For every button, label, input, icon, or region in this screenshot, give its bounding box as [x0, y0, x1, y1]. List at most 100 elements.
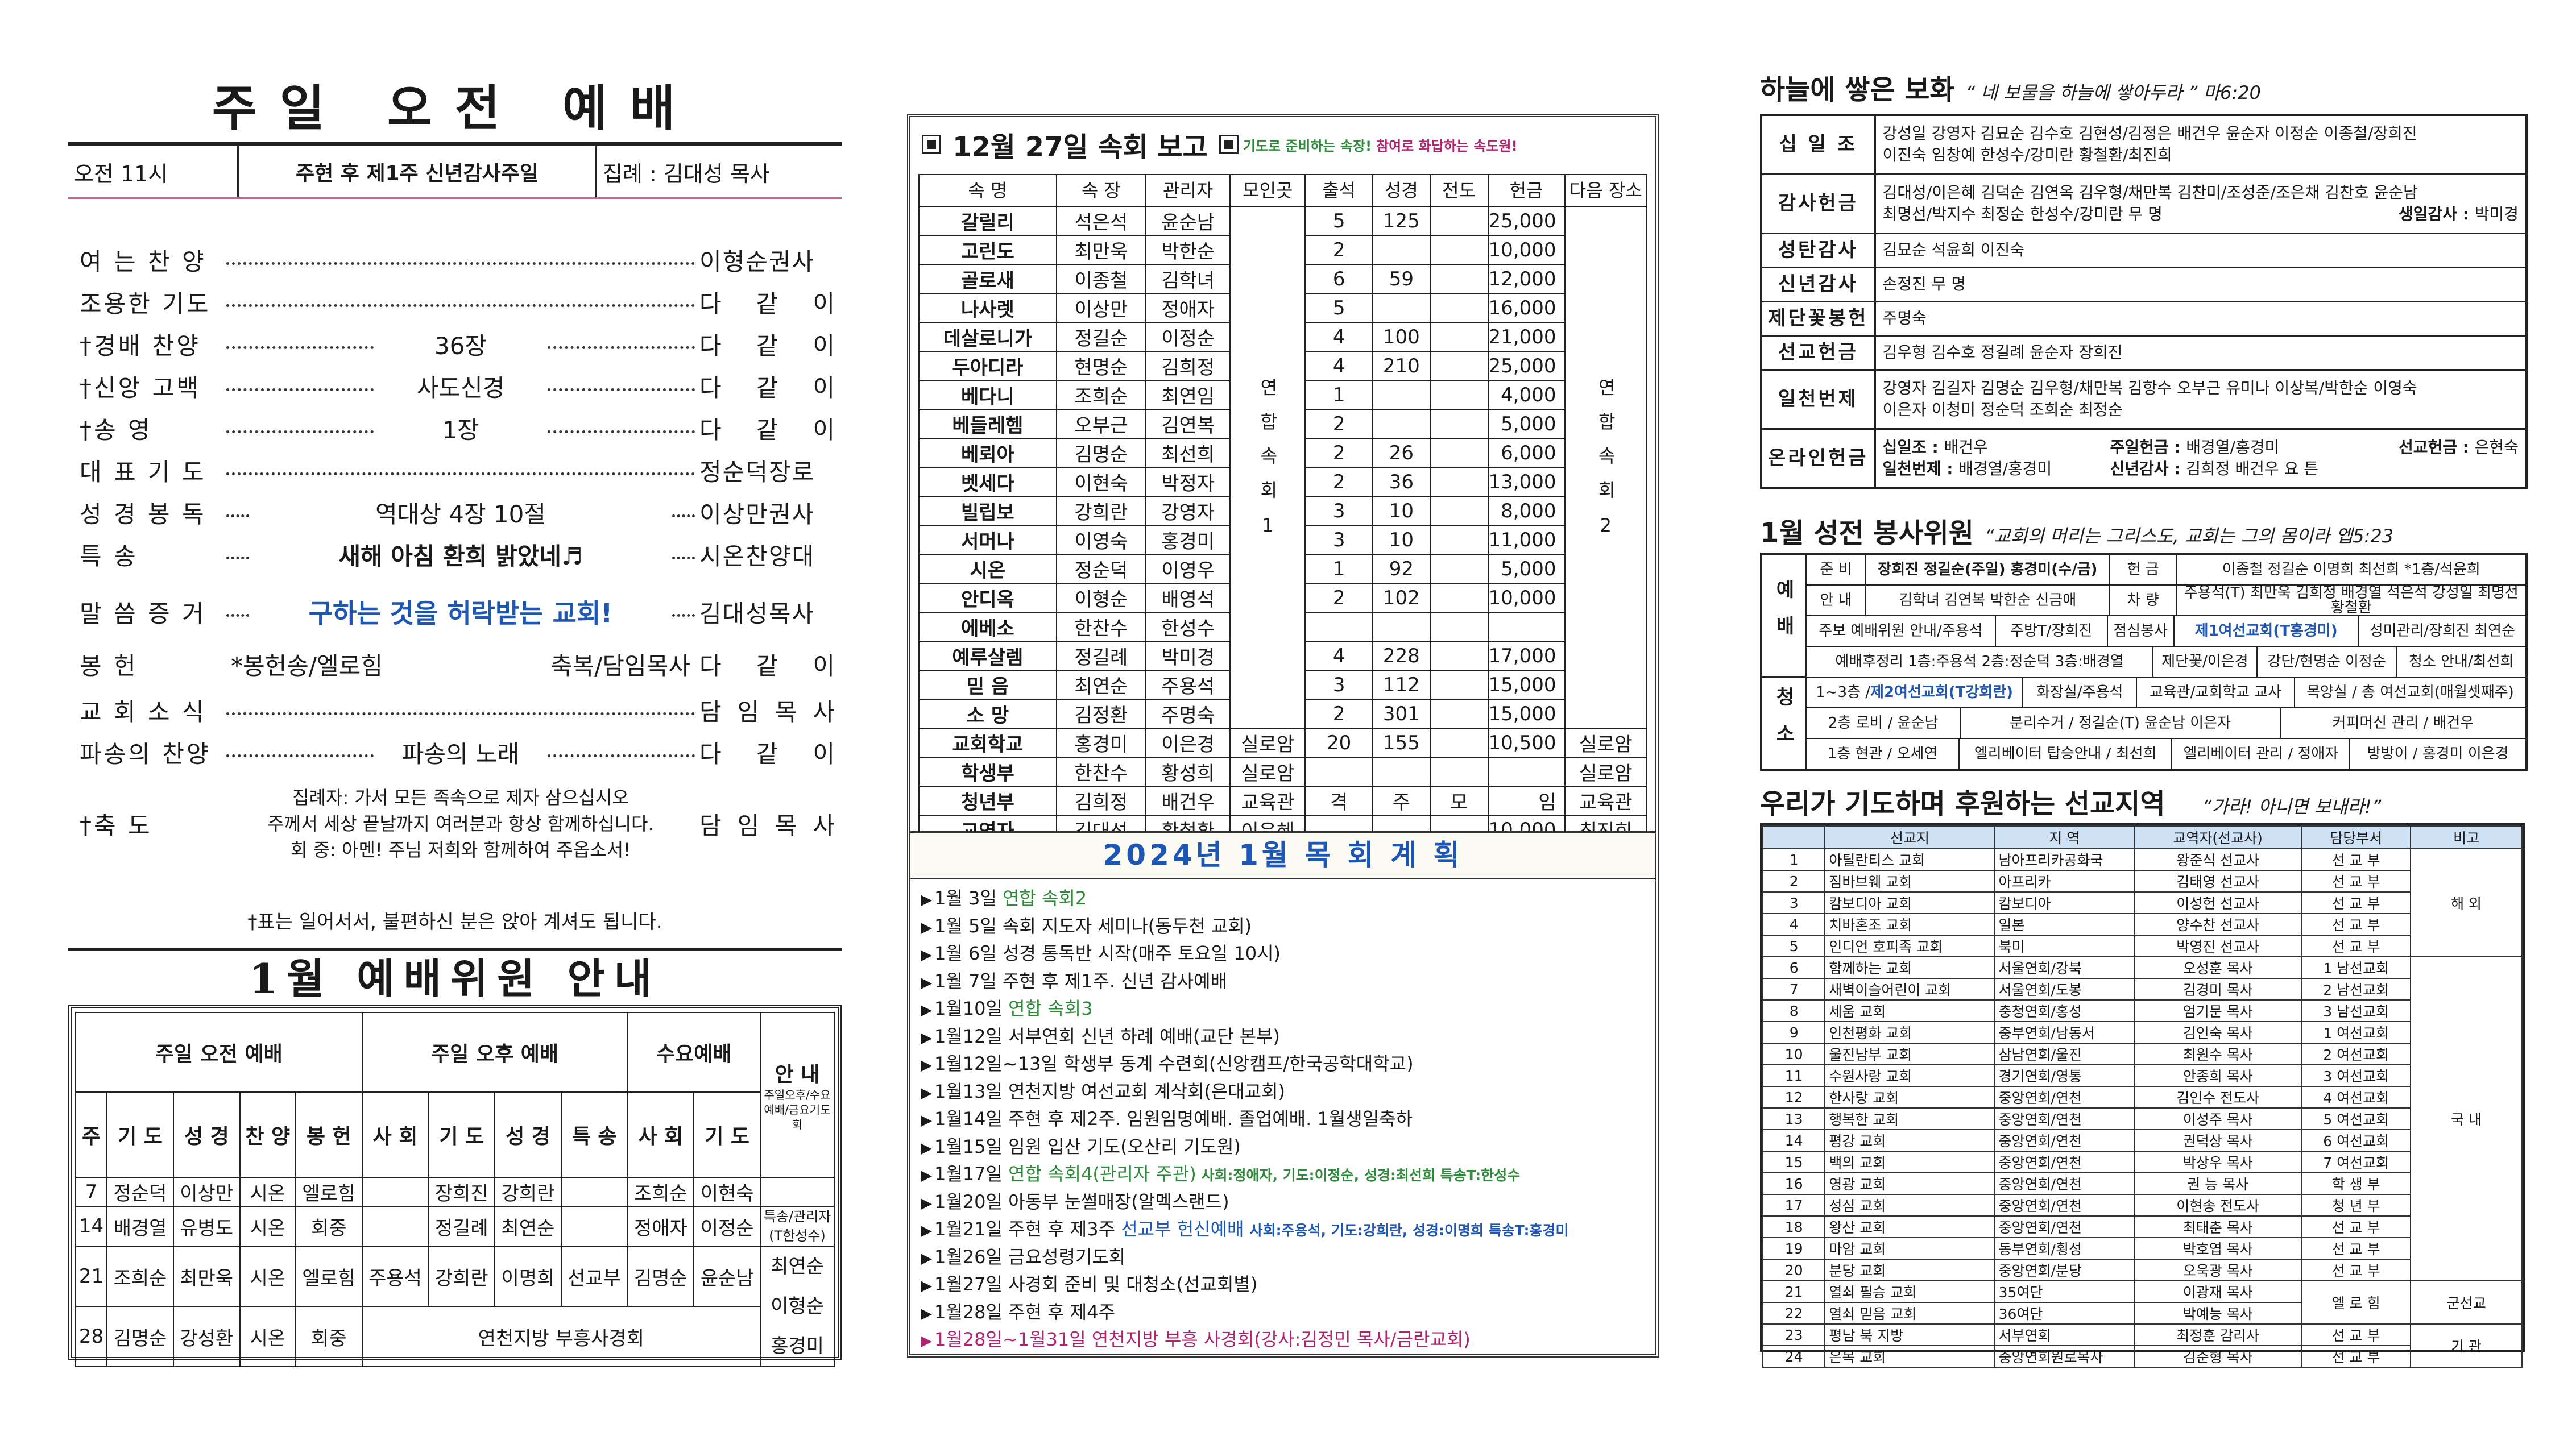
- mission-cell: 18: [1762, 1215, 1826, 1238]
- mission-cell: 2: [1762, 870, 1826, 893]
- mission-column-header: 비고: [2410, 825, 2523, 849]
- report-cell: 벳세다: [918, 467, 1057, 497]
- schedule-item: ▶ 1월27일 사경회 준비 및 대청소(선교회별): [921, 1271, 1649, 1298]
- dot-leader: [548, 754, 695, 757]
- report-cell: 정순덕: [1055, 554, 1146, 584]
- triangle-bullet-icon: ▶: [921, 891, 932, 908]
- report-cell: 임: [1487, 786, 1566, 816]
- schedule-text: 1월20일 아동부 눈썰매장(알멕스랜드): [934, 1190, 1229, 1213]
- offering-row: 신년감사 손정진 무 명: [1760, 266, 2528, 302]
- report-cell: 이영숙: [1055, 525, 1146, 555]
- triangle-bullet-icon: ▶: [921, 1250, 932, 1267]
- mission-cell: 한사랑 교회: [1824, 1086, 1995, 1109]
- report-cell: [1429, 699, 1489, 729]
- report-cell: 나사렛: [918, 293, 1057, 323]
- order-of-worship: 여 는 찬 양 이형순권사 조용한 기도 다 같 이 †경배 찬양 36장 다 같 이 †신앙…: [80, 239, 836, 866]
- mission-cell: 36여단: [1994, 1302, 2135, 1325]
- service-cell: 1층 현관 / 오세연: [1807, 739, 1960, 769]
- report-cell: 박미경: [1145, 641, 1231, 671]
- guide-cell: [760, 1177, 835, 1207]
- committee-cell: 조희순: [627, 1177, 695, 1207]
- offering-names: 손정진 무 명: [1874, 266, 2528, 302]
- offering-line: 이은자 이청미 정순덕 조희순 최정순: [1883, 399, 2519, 421]
- column-header: 사 회: [361, 1091, 429, 1178]
- report-column-header: 속 장: [1055, 174, 1146, 207]
- service-cell: 화장실/주용석: [2023, 678, 2138, 707]
- schedule-text: 1월21일 주현 후 제3주: [934, 1218, 1121, 1240]
- order-item: 특 송 새해 아침 환희 밝았네♬ 시온찬양대: [80, 533, 836, 575]
- report-cell: 김희정: [1055, 786, 1146, 816]
- offering-line-text: 이진숙 임창예 한성수/강미란 황철환/최진희: [1882, 146, 2172, 165]
- committee-cell: [560, 1177, 628, 1207]
- report-cell: 이형순: [1055, 583, 1146, 613]
- order-label: †신앙 고백: [80, 373, 201, 402]
- mission-cell: 선 교 부: [2301, 870, 2412, 893]
- service-row: 준 비 장희진 정길순(주일) 홍경미(수/금) 헌 금 이종철 정길순 이명희 최선…: [1807, 555, 2525, 586]
- report-cell: 학생부: [918, 757, 1057, 787]
- mission-cell: 선 교 부: [2301, 1259, 2412, 1281]
- order-detail: 새해 아침 환희 밝았네♬: [338, 542, 583, 570]
- report-cell: 윤순남: [1145, 206, 1231, 236]
- report-cell: 228: [1372, 641, 1431, 671]
- report-cell: 25,000: [1487, 206, 1566, 236]
- report-cell: 주명숙: [1145, 699, 1231, 729]
- square-bullet-icon: [922, 135, 941, 154]
- mission-cell: 15: [1762, 1151, 1826, 1173]
- triangle-bullet-icon: ▶: [921, 1029, 932, 1047]
- mission-row: 11 수원사랑 교회 경기연회/영통 안종희 목사 3 여선교회: [1762, 1064, 2522, 1087]
- schedule-item: ▶ 1월13일 연천지방 여선교회 계삭회(은대교회): [921, 1078, 1649, 1106]
- offering-names: 십일조 : 배건우 주일헌금 : 배경열/홍경미 선교헌금 : 은현숙 일천번제 : …: [1874, 428, 2528, 489]
- report-cell: 4: [1304, 641, 1374, 671]
- week-number: 7: [74, 1177, 108, 1207]
- report-cell: [1429, 322, 1489, 352]
- service-cell: 성미관리/장희진 최연순: [2369, 622, 2515, 640]
- offering-label: 십 일 조: [1760, 114, 1876, 175]
- triangle-bullet-icon: ▶: [921, 974, 932, 991]
- dot-leader: [548, 388, 695, 391]
- report-cell: 빌립보: [918, 496, 1057, 526]
- report-cell: 2: [1304, 235, 1374, 265]
- mission-row: 7 새벽이슬어린이 교회 서울연회/도봉 김경미 목사 2 남선교회: [1762, 978, 2522, 1001]
- guide-header: 안 내 주일오후/수요예배/금요기도회: [760, 1012, 835, 1178]
- report-row: 벳세다 이현숙 박정자 2 36 13,000: [918, 467, 1647, 497]
- report-cell: 박정자: [1145, 467, 1231, 497]
- order-person: 다 같 이: [699, 651, 836, 680]
- report-row: 학생부 한찬수 황성희 실로암 실로암: [918, 757, 1648, 787]
- report-cell: [1429, 728, 1489, 758]
- report-row: 예루살렘 정길례 박미경 4 228 17,000: [918, 641, 1647, 671]
- offering-table: 십 일 조 강성일 강영자 김묘순 김수호 김현성/김정은 배건우 윤순자 이정순…: [1760, 114, 2528, 489]
- mission-cell: 학 생 부: [2301, 1172, 2412, 1195]
- report-cell: 11,000: [1487, 525, 1566, 555]
- mission-cell: 새벽이슬어린이 교회: [1824, 978, 1995, 1001]
- mission-row: 6 함께하는 교회 서울연회/강북 오성훈 목사 1 남선교회 국 내: [1762, 956, 2523, 1281]
- mission-cell: 함께하는 교회: [1824, 956, 1995, 979]
- offering-label: 성탄감사: [1760, 232, 1876, 268]
- mission-cell: 경기연회/영통: [1994, 1064, 2135, 1087]
- mission-cell: 이성헌 선교사: [2134, 891, 2302, 914]
- report-cell: 이은경: [1145, 728, 1231, 758]
- mission-row: 21 열쇠 필승 교회 35여단 이광재 목사 엘 로 힘 군선교: [1762, 1280, 2523, 1325]
- report-cell: 21,000: [1487, 322, 1566, 352]
- schedule-item: ▶ 1월 5일 속회 지도자 세미나(동두천 교회): [921, 912, 1649, 940]
- report-cell: 최연임: [1145, 380, 1231, 410]
- service-side-labels: 예배 청소: [1762, 555, 1807, 769]
- mission-cell: 선 교 부: [2301, 1323, 2412, 1346]
- service-cell: 주보 예배위원 안내/주용석: [1807, 616, 1996, 646]
- report-cell: 4: [1304, 351, 1374, 381]
- merged-place: 연합속회2: [1595, 377, 1617, 552]
- online-item: 신년감사 : 김희정 배건우 요 튼: [2110, 458, 2519, 480]
- report-column-header: 성경: [1372, 174, 1431, 207]
- report-cell: 5,000: [1487, 409, 1566, 439]
- order-person: 이상만권사: [699, 500, 815, 528]
- offering-names: 강영자 김길자 김명순 김우형/채만복 김항수 오부근 유미나 이상복/박한순 …: [1874, 368, 2528, 430]
- mission-cell: 서울연회/도봉: [1994, 978, 2135, 1001]
- report-cell: 베뢰아: [918, 438, 1057, 468]
- report-cell: 한찬수: [1055, 757, 1146, 787]
- schedule-text: 1월17일: [934, 1163, 1009, 1185]
- mission-cell: 1: [1762, 848, 1826, 871]
- committee-cell: 회중: [295, 1306, 363, 1367]
- guide-cell: 최연순 이형순 홍경미: [760, 1246, 835, 1367]
- guide-name: 최연순: [771, 1255, 824, 1278]
- worship-committee-title: 1월 예배위원 안내: [249, 954, 661, 1003]
